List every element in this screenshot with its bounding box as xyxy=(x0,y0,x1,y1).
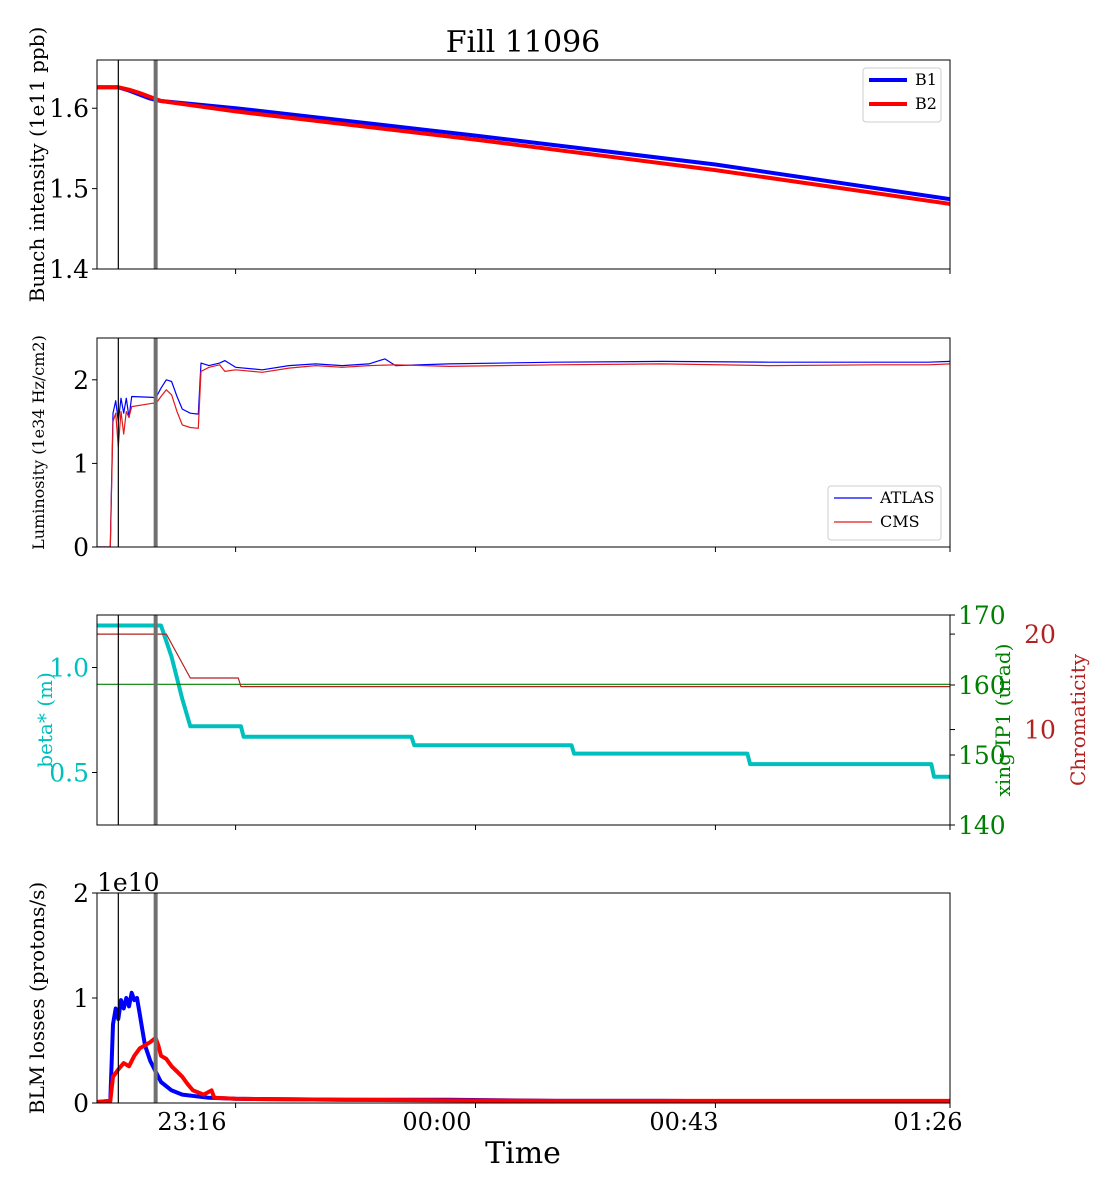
y2-tick-label: 140 xyxy=(958,811,1006,840)
series-line-b1 xyxy=(97,990,950,1103)
y-axis-label: beta* (m) xyxy=(33,672,57,768)
y-tick-label: 1 xyxy=(73,984,89,1013)
legend-label: CMS xyxy=(880,512,920,531)
panel-luminosity: 0 1 2 Luminosity (1e34 Hz/cm2) ATLAS CMS xyxy=(29,335,951,562)
y-offset-label: 1e10 xyxy=(97,868,160,897)
y-tick-label: 1.0 xyxy=(49,654,89,683)
legend-label: B2 xyxy=(915,94,937,113)
axes-frame xyxy=(96,337,951,548)
legend: ATLAS CMS xyxy=(827,485,942,541)
y-tick-label: 1.6 xyxy=(49,94,89,123)
y-axis-label: Luminosity (1e34 Hz/cm2) xyxy=(29,335,48,550)
panel-blm-losses: 0 1 2 BLM losses (protons/s) 1e10 xyxy=(25,868,951,1118)
x-tick-label: 00:00 xyxy=(402,1108,471,1136)
axes-frame xyxy=(96,59,951,270)
series-line-cms xyxy=(97,363,950,547)
x-tick-label: 01:26 xyxy=(893,1108,962,1136)
y2-tick-label: 160 xyxy=(958,671,1006,700)
y-tick-label: 1.5 xyxy=(49,175,89,204)
y2-tick-label: 170 xyxy=(958,601,1006,630)
y-tick-label: 0 xyxy=(73,1089,89,1118)
y3-tick-label: 10 xyxy=(1024,716,1056,745)
y-tick-label: 1.4 xyxy=(49,255,89,284)
axes-frame xyxy=(96,892,951,1104)
legend-label: ATLAS xyxy=(879,488,935,507)
y-axis-label: BLM losses (protons/s) xyxy=(25,882,49,1114)
y-axis-label: Bunch intensity (1e11 ppb) xyxy=(25,27,49,303)
axes-frame xyxy=(96,614,951,826)
figure-title: Fill 11096 xyxy=(446,25,601,60)
series-line-atlas xyxy=(97,358,950,547)
y2-tick-label: 150 xyxy=(958,741,1006,770)
series-line-beta- xyxy=(97,623,950,779)
y2-axis-label: xing IP1 (urad) xyxy=(991,644,1015,797)
y3-axis-label: Chromaticity xyxy=(1066,653,1090,786)
legend-label: B1 xyxy=(915,70,937,89)
y-tick-label: 1 xyxy=(73,449,89,478)
y-tick-label: 0.5 xyxy=(49,759,89,788)
x-tick-labels: 23:16 00:00 00:43 01:26 xyxy=(157,1108,962,1136)
y-tick-label: 2 xyxy=(73,366,89,395)
x-axis-label: Time xyxy=(485,1136,561,1171)
series-line-b2 xyxy=(97,85,950,206)
x-tick-label: 00:43 xyxy=(649,1108,718,1136)
y3-tick-label: 20 xyxy=(1024,620,1056,649)
series-line-b2 xyxy=(97,1035,950,1103)
y-tick-label: 0 xyxy=(73,533,89,562)
legend-box xyxy=(827,485,942,541)
series-line-chromaticity xyxy=(97,633,950,688)
y-tick-label: 2 xyxy=(73,879,89,908)
x-tick-label: 23:16 xyxy=(157,1108,226,1136)
series-line-b1 xyxy=(97,85,950,202)
